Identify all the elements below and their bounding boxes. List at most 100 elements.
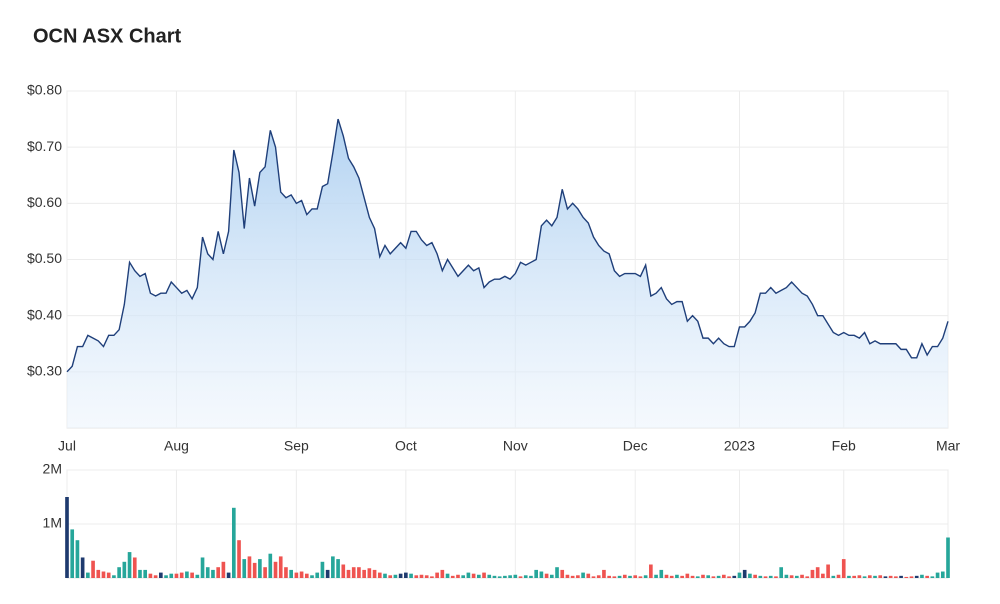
x-tick-label: Aug <box>164 438 189 454</box>
volume-bar <box>268 553 273 578</box>
volume-bar <box>65 497 69 578</box>
volume-bar <box>894 576 898 578</box>
volume-bar <box>289 569 293 578</box>
volume-bar <box>695 576 700 578</box>
volume-bar <box>211 569 215 578</box>
volume-bar <box>127 552 132 578</box>
volume-bar <box>831 575 836 578</box>
volume-bar <box>153 575 158 578</box>
volume-bar <box>576 575 580 578</box>
volume-bar <box>377 572 382 578</box>
volume-bar <box>424 575 429 578</box>
volume-bar <box>612 576 617 578</box>
volume-bar <box>899 575 903 578</box>
volume-bar <box>252 562 257 578</box>
volume-bar <box>445 573 450 578</box>
volume-bar <box>794 575 799 578</box>
volume-bar <box>205 567 210 578</box>
volume-bar <box>518 576 523 578</box>
volume-bar <box>878 575 883 578</box>
x-tick-label: Oct <box>395 438 417 454</box>
volume-bar <box>477 574 481 578</box>
volume-bar <box>341 564 346 578</box>
volume-bar <box>549 574 554 578</box>
volume-bar <box>862 576 867 578</box>
price-area <box>67 119 948 428</box>
volume-bar <box>914 575 919 578</box>
y-tick-label: $0.40 <box>27 306 62 322</box>
volume-bar <box>242 559 247 578</box>
volume-bar <box>539 571 544 578</box>
volume-bar <box>716 575 721 578</box>
volume-bar <box>841 559 846 578</box>
volume-bar <box>96 569 101 578</box>
volume-bar <box>164 575 168 578</box>
volume-bar <box>857 575 862 578</box>
volume-bar <box>299 571 304 578</box>
volume-bar <box>581 572 585 578</box>
volume-bar <box>304 573 309 578</box>
volume-bar <box>367 568 372 578</box>
volume-bar <box>732 575 737 578</box>
volume-bar <box>430 576 434 578</box>
volume-bar <box>847 575 851 578</box>
volume-bar <box>904 576 909 578</box>
volume-bar <box>169 573 174 578</box>
volume-bar <box>179 572 184 578</box>
volume-bar <box>70 529 75 578</box>
x-tick-label: Nov <box>503 438 528 454</box>
y-tick-label: $0.70 <box>27 138 62 154</box>
volume-bar <box>706 575 711 578</box>
volume-bar <box>654 574 658 578</box>
volume-bar <box>331 556 335 578</box>
volume-bar <box>351 567 356 578</box>
volume-bar <box>617 575 622 578</box>
volume-bar <box>237 540 241 578</box>
volume-bar <box>946 537 950 578</box>
x-tick-label: Dec <box>623 438 648 454</box>
volume-bar <box>159 572 163 578</box>
volume-bar <box>221 561 226 578</box>
volume-bar <box>190 572 194 578</box>
volume-bar <box>815 567 820 578</box>
volume-bar <box>492 575 497 578</box>
volume-bar <box>450 575 455 578</box>
volume-bar <box>883 576 888 578</box>
volume-bar <box>607 575 611 578</box>
volume-bar <box>200 557 205 578</box>
volume-bar <box>821 573 825 578</box>
volume-bar <box>138 569 142 578</box>
volume-bar <box>117 567 121 578</box>
volume-bar <box>789 575 794 578</box>
volume-bar <box>596 575 601 578</box>
volume-bar <box>909 576 914 578</box>
volume-bar <box>920 574 924 578</box>
volume-bar <box>247 556 252 578</box>
volume-bar <box>727 576 731 578</box>
volume-bar <box>471 573 476 578</box>
volume-bar <box>680 575 684 578</box>
y-tick-label: 2M <box>43 461 62 477</box>
volume-bar <box>555 567 559 578</box>
volume-bar <box>591 576 596 578</box>
volume-bar <box>565 574 570 578</box>
volume-bar <box>758 575 763 578</box>
volume-bar <box>226 572 231 578</box>
volume-bar <box>195 574 200 578</box>
x-tick-label: Sep <box>284 438 309 454</box>
volume-bar <box>393 574 398 578</box>
volume-bar <box>320 561 325 578</box>
volume-bar <box>925 575 929 578</box>
volume-bar <box>873 575 877 578</box>
volume-bar <box>435 572 439 578</box>
price-line <box>66 118 949 373</box>
volume-bar <box>185 571 189 578</box>
volume-bar <box>461 575 466 578</box>
volume-bar <box>534 569 538 578</box>
volume-bar <box>523 575 528 578</box>
volume-bar <box>346 569 351 578</box>
volume-bar <box>231 507 236 578</box>
volume-bar <box>935 572 940 578</box>
volume-bar <box>774 576 778 578</box>
